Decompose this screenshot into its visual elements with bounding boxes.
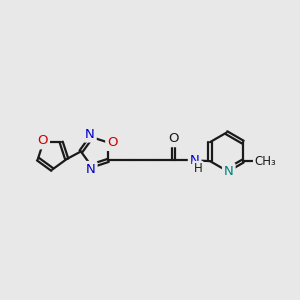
- Text: N: N: [86, 163, 96, 176]
- Text: N: N: [190, 154, 200, 167]
- Text: N: N: [224, 165, 234, 178]
- Text: O: O: [169, 132, 179, 145]
- Text: H: H: [194, 162, 202, 175]
- Text: O: O: [107, 136, 118, 149]
- Text: O: O: [38, 134, 48, 147]
- Text: N: N: [85, 128, 95, 141]
- Text: CH₃: CH₃: [254, 154, 276, 168]
